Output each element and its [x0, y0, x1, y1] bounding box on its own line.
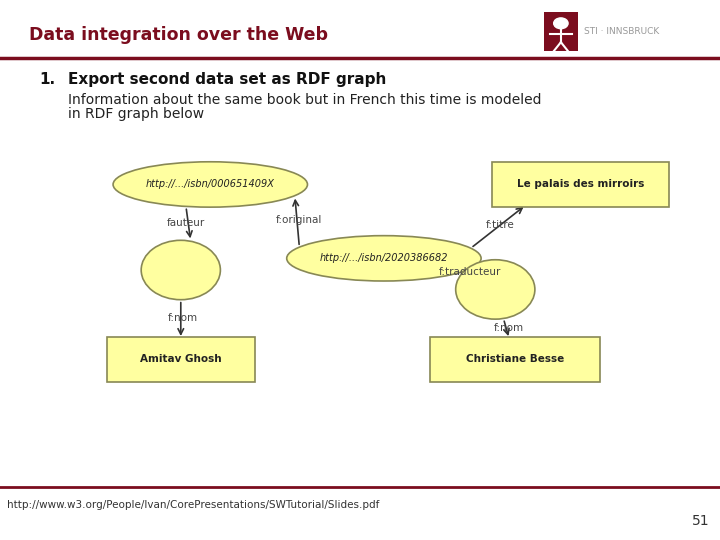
Text: http://.../isbn/000651409X: http://.../isbn/000651409X — [146, 179, 275, 190]
Text: 51: 51 — [692, 514, 709, 528]
FancyBboxPatch shape — [544, 12, 578, 51]
Ellipse shape — [141, 240, 220, 300]
Text: Le palais des mirroirs: Le palais des mirroirs — [517, 179, 644, 190]
Text: fauteur: fauteur — [166, 218, 204, 228]
Circle shape — [554, 18, 568, 29]
Ellipse shape — [287, 235, 481, 281]
FancyBboxPatch shape — [492, 163, 669, 207]
Text: Export second data set as RDF graph: Export second data set as RDF graph — [68, 72, 387, 87]
Text: f:original: f:original — [275, 215, 322, 225]
Text: f:traducteur: f:traducteur — [438, 267, 500, 276]
Ellipse shape — [456, 260, 535, 319]
Text: Information about the same book but in French this time is modeled: Information about the same book but in F… — [68, 93, 542, 107]
FancyBboxPatch shape — [430, 338, 600, 382]
Text: http://.../isbn/2020386682: http://.../isbn/2020386682 — [320, 253, 448, 264]
Text: f:titre: f:titre — [485, 220, 514, 231]
Text: Christiane Besse: Christiane Besse — [466, 354, 564, 364]
FancyBboxPatch shape — [107, 338, 255, 382]
Ellipse shape — [113, 162, 307, 207]
Text: in RDF graph below: in RDF graph below — [68, 107, 204, 122]
Text: STI · INNSBRUCK: STI · INNSBRUCK — [584, 28, 660, 36]
Text: Data integration over the Web: Data integration over the Web — [29, 26, 328, 44]
Text: 1.: 1. — [40, 72, 55, 87]
Text: f:nom: f:nom — [493, 322, 523, 333]
Text: Amitav Ghosh: Amitav Ghosh — [140, 354, 222, 364]
Text: http://www.w3.org/People/Ivan/CorePresentations/SWTutorial/Slides.pdf: http://www.w3.org/People/Ivan/CorePresen… — [7, 500, 379, 510]
Text: f:nom: f:nom — [168, 313, 198, 323]
